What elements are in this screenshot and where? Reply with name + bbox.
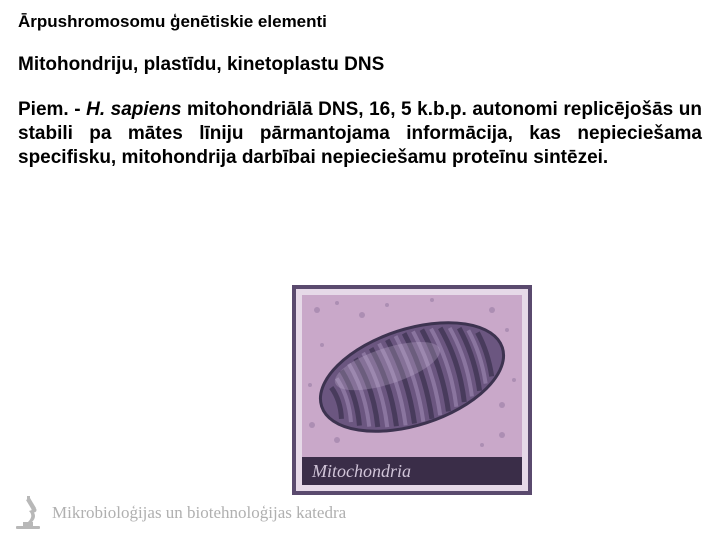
slide-subtitle: Mitohondriju, plastīdu, kinetoplastu DNS bbox=[18, 54, 702, 76]
mitochondria-image: Mitochondria bbox=[292, 285, 532, 495]
body-paragraph: Piem. - H. sapiens mitohondriālā DNS, 16… bbox=[18, 98, 702, 169]
body-prefix: Piem. - bbox=[18, 99, 86, 120]
footer: Mikrobioloģijas un biotehnoloģijas kated… bbox=[14, 496, 346, 530]
footer-text: Mikrobioloģijas un biotehnoloģijas kated… bbox=[52, 503, 346, 523]
image-caption: Mitochondria bbox=[311, 461, 411, 481]
slide-title: Ārpushromosomu ģenētiskie elementi bbox=[18, 12, 702, 32]
microscope-icon bbox=[14, 496, 42, 530]
slide-container: Ārpushromosomu ģenētiskie elementi Mitoh… bbox=[0, 0, 720, 540]
mitochondria-figure: Mitochondria bbox=[292, 285, 532, 495]
species-name: H. sapiens bbox=[86, 99, 181, 120]
